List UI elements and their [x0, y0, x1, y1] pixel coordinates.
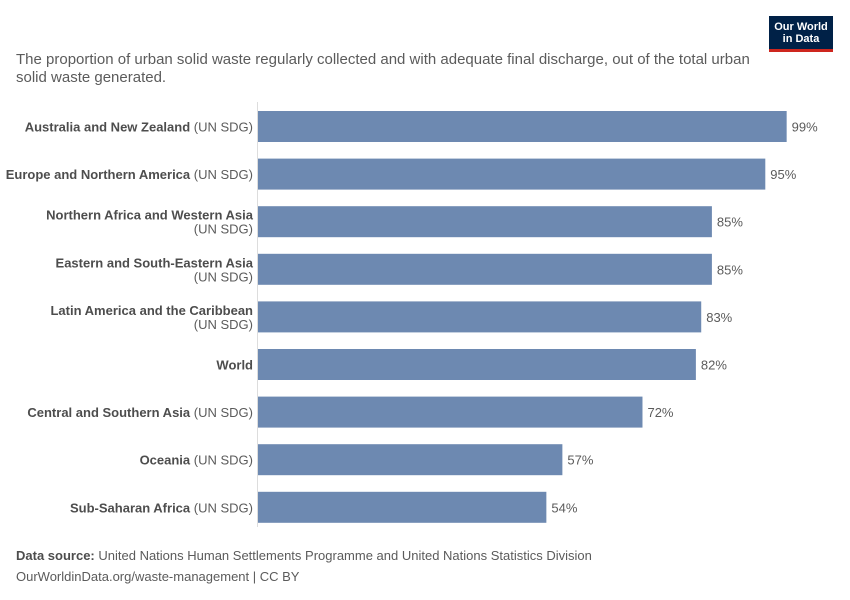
logo-line-1: Our World	[774, 21, 828, 33]
bar[interactable]	[258, 349, 696, 380]
category-suffix: (UN SDG)	[194, 222, 253, 237]
bar[interactable]	[258, 158, 766, 190]
category-name: World	[216, 358, 253, 373]
value-label: 83%	[706, 310, 732, 325]
category-name: Central and Southern Asia	[27, 405, 191, 420]
owid-logo[interactable]: Our World in Data	[769, 16, 833, 52]
bar[interactable]	[258, 396, 643, 428]
value-label: 85%	[717, 262, 743, 277]
category-label: Latin America and the Caribbean (UN SDG)	[50, 303, 253, 332]
category-name: Oceania	[140, 453, 191, 468]
category-name: Latin America and the Caribbean	[50, 303, 253, 318]
category-label: Northern Africa and Western Asia (UN SDG)	[46, 208, 254, 237]
category-suffix: (UN SDG)	[190, 405, 253, 420]
category-name: Northern Africa and Western Asia	[46, 208, 254, 223]
logo-line-2: in Data	[782, 33, 820, 45]
category-label: Oceania (UN SDG)	[140, 453, 253, 468]
category-name: Australia and New Zealand	[25, 120, 190, 135]
value-label: 95%	[770, 167, 796, 182]
bar[interactable]	[258, 253, 712, 285]
category-name: Europe and Northern America	[6, 167, 191, 182]
category-label: Eastern and South-Eastern Asia (UN SDG)	[56, 255, 254, 284]
bar[interactable]	[258, 444, 563, 476]
value-label: 99%	[792, 120, 818, 135]
data-source: Data source: United Nations Human Settle…	[16, 548, 592, 563]
bar[interactable]	[258, 491, 547, 523]
category-suffix: (UN SDG)	[190, 167, 253, 182]
category-label: Australia and New Zealand (UN SDG)	[25, 120, 253, 135]
category-name: Sub-Saharan Africa	[70, 500, 191, 515]
bar[interactable]	[258, 111, 787, 142]
footer-url[interactable]: OurWorldinData.org/waste-management | CC…	[16, 569, 300, 584]
data-source-label: Data source:	[16, 548, 95, 563]
bar[interactable]	[258, 206, 712, 238]
value-label: 82%	[701, 358, 727, 373]
value-label: 54%	[551, 500, 577, 515]
category-suffix: (UN SDG)	[190, 500, 253, 515]
category-label: Central and Southern Asia (UN SDG)	[27, 405, 253, 420]
value-label: 85%	[717, 215, 743, 230]
category-label: Sub-Saharan Africa (UN SDG)	[70, 500, 253, 515]
category-suffix: (UN SDG)	[194, 317, 253, 332]
data-source-text: United Nations Human Settlements Program…	[98, 548, 592, 563]
value-label: 57%	[567, 453, 593, 468]
bar[interactable]	[258, 301, 702, 333]
chart-subtitle: The proportion of urban solid waste regu…	[16, 51, 750, 86]
category-label: Europe and Northern America (UN SDG)	[6, 167, 253, 182]
category-label: World	[216, 358, 253, 373]
value-label: 72%	[647, 405, 673, 420]
category-suffix: (UN SDG)	[190, 453, 253, 468]
category-name: Eastern and South-Eastern Asia	[56, 255, 254, 270]
category-suffix: (UN SDG)	[190, 120, 253, 135]
category-suffix: (UN SDG)	[194, 269, 253, 284]
